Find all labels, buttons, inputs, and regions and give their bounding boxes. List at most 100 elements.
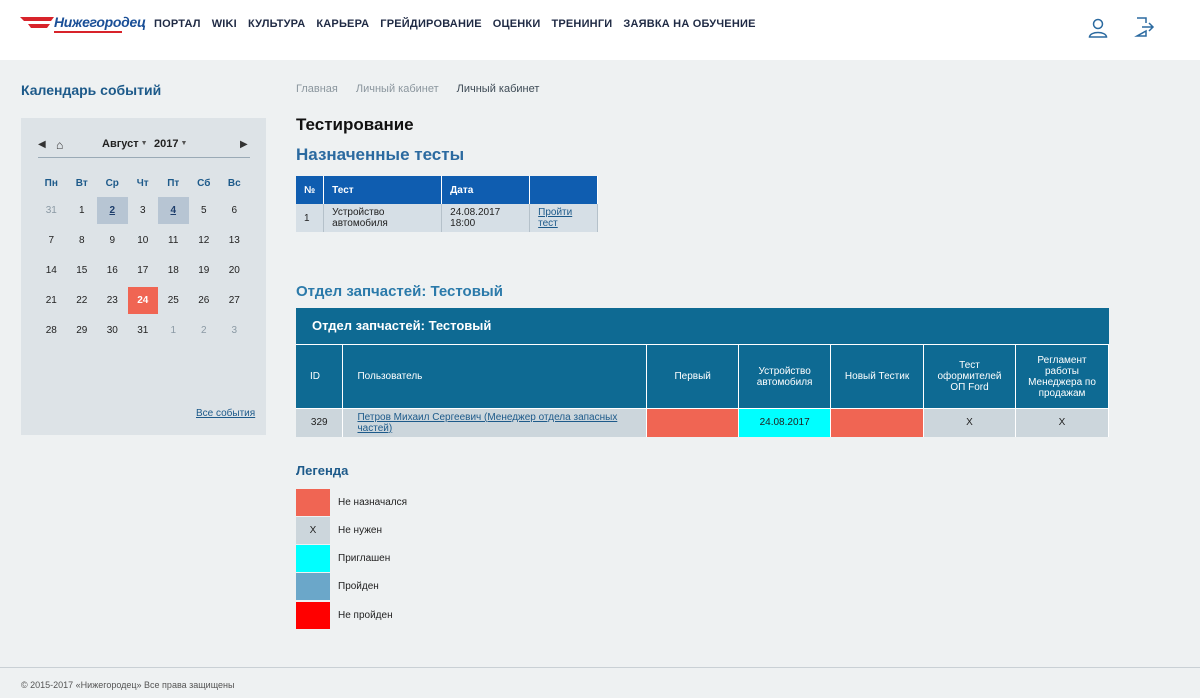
calendar-day[interactable]: 6	[231, 205, 238, 216]
legend-swatch	[296, 601, 330, 629]
calendar-day[interactable]: 10	[137, 235, 149, 246]
cell-test-status: X	[923, 408, 1016, 437]
calendar-day[interactable]: 21	[45, 295, 57, 306]
calendar-day[interactable]: 20	[228, 265, 240, 276]
year-select[interactable]: 2017 ▼	[154, 138, 187, 150]
take-test-link[interactable]: Пройти тест	[538, 207, 573, 229]
nav-training-request[interactable]: ЗАЯВКА НА ОБУЧЕНИЕ	[623, 18, 756, 30]
nav-career[interactable]: КАРЬЕРА	[316, 18, 370, 30]
legend-swatch	[296, 488, 330, 516]
caret-down-icon: ▼	[180, 140, 188, 147]
cell-test-status: 24.08.2017	[738, 408, 832, 437]
calendar-day[interactable]: 12	[198, 235, 210, 246]
main-nav: ПОРТАЛ WIKI КУЛЬТУРА КАРЬЕРА ГРЕЙДИРОВАН…	[154, 18, 767, 30]
nav-evaluations[interactable]: ОЦЕНКИ	[492, 18, 541, 30]
calendar-day[interactable]: 31	[45, 205, 57, 216]
column-header-num: №	[296, 176, 325, 204]
calendar-day[interactable]: 3	[231, 325, 238, 336]
nav-wiki[interactable]: WIKI	[211, 18, 237, 30]
cell-test: Устройство автомобиля	[323, 204, 443, 232]
calendar-day[interactable]: 5	[200, 205, 207, 216]
weekday-label: Вт	[75, 177, 88, 189]
column-header-test-1: Первый	[646, 344, 740, 409]
calendar-day[interactable]: 19	[198, 265, 210, 276]
header: Нижегородец ПОРТАЛ WIKI КУЛЬТУРА КАРЬЕРА…	[0, 0, 1200, 60]
calendar-day[interactable]: 18	[167, 265, 179, 276]
footer-divider	[0, 667, 1200, 668]
logout-icon[interactable]	[1133, 16, 1155, 38]
calendar-week: 28 29 30 31 1 2 3	[36, 317, 250, 344]
calendar-day[interactable]: 8	[78, 235, 85, 246]
weekday-label: Пт	[167, 177, 180, 189]
calendar-day-event[interactable]: 4	[158, 197, 189, 224]
calendar-day[interactable]: 22	[76, 295, 88, 306]
calendar-day[interactable]: 14	[45, 265, 57, 276]
breadcrumb-cabinet[interactable]: Личный кабинет	[355, 83, 439, 95]
calendar-day[interactable]: 2	[200, 325, 207, 336]
nav-culture[interactable]: КУЛЬТУРА	[247, 18, 306, 30]
calendar-day[interactable]: 25	[167, 295, 179, 306]
calendar-day[interactable]: 17	[137, 265, 149, 276]
user-icon[interactable]	[1087, 17, 1109, 39]
cell-user: Петров Михаил Сергеевич (Менеджер отдела…	[342, 408, 648, 437]
calendar-day[interactable]: 11	[168, 235, 179, 246]
calendar-day[interactable]: 26	[198, 295, 210, 306]
cell-test-status	[830, 408, 925, 437]
weekday-row: Пн Вт Ср Чт Пт Сб Вс	[36, 175, 250, 191]
column-header-action	[529, 176, 599, 204]
calendar-day[interactable]: 9	[109, 235, 116, 246]
legend-item: Приглашен	[296, 545, 407, 573]
cell-date: 24.08.2017 18:00	[441, 204, 531, 232]
calendar-day[interactable]: 31	[137, 325, 149, 336]
breadcrumb: Главная Личный кабинет Личный кабинет	[296, 83, 539, 95]
weekday-label: Чт	[136, 177, 149, 189]
calendar-day[interactable]: 1	[170, 325, 177, 336]
calendar-title: Календарь событий	[21, 82, 162, 98]
home-icon[interactable]: ⌂	[56, 138, 64, 152]
column-header-id: ID	[296, 344, 344, 409]
calendar-day[interactable]: 28	[45, 325, 57, 336]
legend-title: Легенда	[296, 463, 349, 478]
calendar-day[interactable]: 1	[78, 205, 85, 216]
legend-label: Не пройден	[338, 609, 393, 621]
calendar-day[interactable]: 7	[48, 235, 55, 246]
calendar-day[interactable]: 15	[76, 265, 88, 276]
nav-grading[interactable]: ГРЕЙДИРОВАНИЕ	[380, 18, 482, 30]
logo[interactable]: Нижегородец	[20, 14, 146, 36]
column-header-user: Пользователь	[342, 344, 648, 409]
table-row: 329 Петров Михаил Сергеевич (Менеджер отд…	[296, 408, 1110, 437]
calendar-day[interactable]: 23	[106, 295, 118, 306]
prev-month-icon[interactable]: ◀	[38, 139, 46, 150]
calendar-week: 31 1 2 3 4 5 6	[36, 197, 250, 224]
department-table: ID Пользователь Первый Устройство автомо…	[296, 344, 1110, 437]
department-title: Отдел запчастей: Тестовый	[296, 283, 503, 300]
legend-item: Пройден	[296, 573, 407, 601]
cell-test-status	[646, 408, 740, 437]
logo-text: Нижегородец	[54, 14, 146, 30]
nav-trainings[interactable]: ТРЕНИНГИ	[551, 18, 613, 30]
department-table-caption: Отдел запчастей: Тестовый	[296, 308, 1109, 344]
calendar-day-event[interactable]: 2	[97, 197, 128, 224]
weekday-label: Сб	[197, 177, 211, 189]
calendar-day-today[interactable]: 24	[127, 287, 158, 314]
all-events-link[interactable]: Все события	[196, 408, 256, 419]
legend-swatch	[296, 573, 330, 601]
calendar-week: 14 15 16 17 18 19 20	[36, 257, 250, 284]
legend-label: Не нужен	[338, 524, 382, 536]
calendar-day[interactable]: 27	[228, 295, 240, 306]
logo-underline	[54, 31, 122, 33]
weekday-label: Вс	[227, 177, 241, 189]
nav-portal[interactable]: ПОРТАЛ	[154, 18, 201, 30]
calendar-day[interactable]: 3	[139, 205, 146, 216]
calendar-day[interactable]: 30	[106, 325, 118, 336]
next-month-icon[interactable]: ▶	[240, 139, 248, 150]
calendar-day[interactable]: 13	[228, 235, 240, 246]
breadcrumb-home[interactable]: Главная	[296, 83, 338, 95]
calendar-day[interactable]: 29	[76, 325, 88, 336]
user-link[interactable]: Петров Михаил Сергеевич (Менеджер отдела…	[357, 411, 618, 434]
calendar-day[interactable]: 16	[106, 265, 118, 276]
assigned-tests-title: Назначенные тесты	[296, 145, 465, 164]
legend-item: Не назначался	[296, 488, 407, 516]
year-label: 2017	[154, 138, 179, 150]
month-select[interactable]: Август ▼	[102, 138, 148, 150]
